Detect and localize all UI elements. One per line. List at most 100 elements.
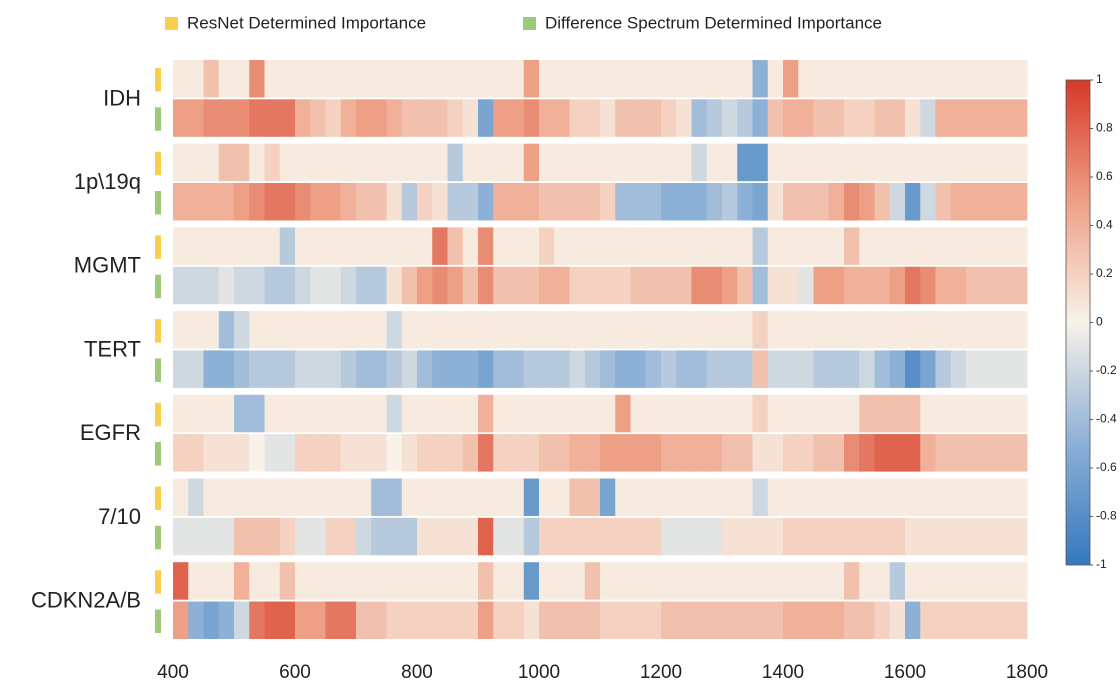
heat-cell [493,99,509,137]
heat-cell [706,562,723,600]
heat-cell [966,601,982,639]
colorbar [1065,79,1091,566]
heat-cell [645,311,662,349]
heat-cell [889,478,906,516]
heat-cell [691,60,708,98]
heat-cell [996,183,1013,221]
heat-cell [859,143,875,182]
heat-cell [234,266,250,305]
heat-cell [340,227,357,265]
heat-cell [600,350,616,388]
heat-cell [295,266,311,305]
heat-cell [539,562,555,600]
heat-cell [935,60,952,98]
heat-cell [432,517,448,556]
heat-cell [325,143,342,182]
heat-cell [554,478,570,516]
heat-cell [249,601,265,639]
heat-cell [676,601,692,639]
heat-cell [859,517,875,556]
heat-cell [386,350,403,388]
heat-cell [203,143,220,182]
heat-cell [417,350,433,388]
heat-cell [920,311,936,349]
heat-cell [356,434,372,472]
heat-cell [386,517,403,556]
heat-cell [478,434,494,472]
heat-cell [386,143,403,182]
row-indicator [155,319,161,343]
heat-cell [401,517,418,556]
heat-cell [279,60,296,98]
heat-cell [554,227,570,265]
heat-cell [478,517,494,556]
heat-cell [752,434,769,472]
heat-cell [523,350,540,388]
heat-cell [417,394,433,433]
heat-cell [432,227,448,265]
heat-cell [996,562,1013,600]
heat-cell [950,266,967,305]
heat-cell [218,60,235,98]
heat-cell [386,311,403,349]
heat-cell [310,266,326,305]
legend-label: Difference Spectrum Determined Importanc… [545,13,882,32]
heat-cell [737,227,753,265]
heat-cell [844,434,860,472]
heat-cell [523,266,540,305]
heat-cell [188,394,204,433]
heat-cell [615,183,631,221]
heat-cell [188,562,204,600]
heat-cell [356,143,372,182]
heat-cell [539,60,555,98]
heat-cell [691,311,708,349]
heat-cell [188,434,204,472]
row-indicator [155,191,161,215]
heat-cell [462,478,479,516]
heat-cell [981,60,997,98]
heat-cell [706,394,723,433]
heat-cell [767,434,784,472]
heat-cell [188,60,204,98]
heat-cell [996,227,1013,265]
heat-cell [584,60,601,98]
heat-cell [356,183,372,221]
heat-cell [478,227,494,265]
heat-cell [340,394,357,433]
legend-swatch [523,17,536,30]
heat-cell [920,183,936,221]
row-label: 1p\19q [74,169,141,194]
heat-cell [844,143,860,182]
heat-cell [859,227,875,265]
heat-cell [386,183,403,221]
heat-cell [920,434,936,472]
heat-cell [722,227,738,265]
heat-cell [554,434,570,472]
heat-cell [996,601,1013,639]
heat-cell [264,99,281,137]
heat-cell [584,562,601,600]
heat-cell [966,60,982,98]
heat-cell [981,227,997,265]
heat-cell [417,183,433,221]
heat-cell [188,99,204,137]
heat-cell [828,601,845,639]
heat-cell [783,311,799,349]
heat-cell [737,99,753,137]
heat-cell [981,99,997,137]
heat-cell [584,394,601,433]
heat-cell [279,311,296,349]
heat-cell [935,311,952,349]
heat-cell [737,350,753,388]
heat-cell [279,601,296,639]
heat-cell [920,517,936,556]
heat-cell [401,311,418,349]
heat-cell [966,266,982,305]
heat-cell [203,350,220,388]
heat-cell [600,434,616,472]
heat-cell [310,227,326,265]
heat-cell [767,562,784,600]
heat-cell [173,311,189,349]
heat-cell [950,394,967,433]
heat-cell [661,517,677,556]
